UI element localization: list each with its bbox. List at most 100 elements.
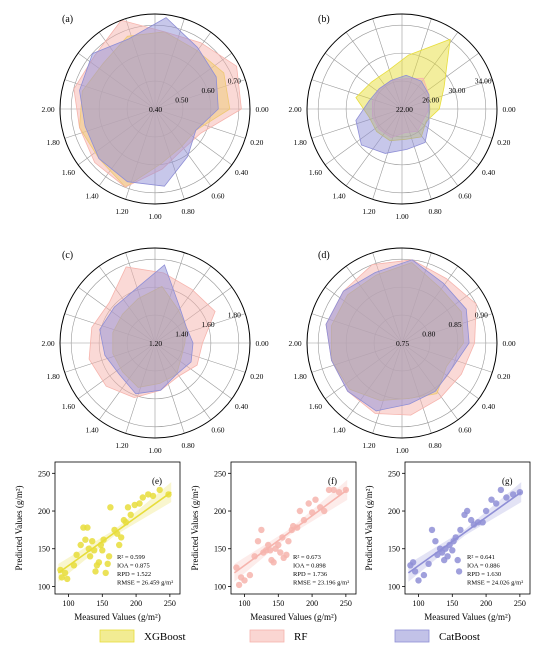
scatter-point bbox=[275, 541, 282, 549]
scatter-point bbox=[86, 553, 94, 560]
scatter-point bbox=[296, 507, 304, 515]
panel-label: (f) bbox=[328, 476, 337, 486]
scatter-point bbox=[251, 553, 258, 560]
scatter-point bbox=[455, 568, 463, 575]
legend-swatch bbox=[249, 629, 285, 643]
stat-line: R² = 0.599 bbox=[117, 554, 145, 561]
legend: XGBoost RF CatBoost bbox=[99, 629, 480, 643]
x-axis-label: Measured Values (g/m²) bbox=[424, 612, 511, 622]
scatter-point bbox=[254, 538, 262, 545]
radar-series-catboost bbox=[355, 74, 430, 154]
scatter-point bbox=[233, 564, 240, 571]
y-tick-label: 200 bbox=[38, 507, 50, 516]
radar-angle-label: 1.40 bbox=[86, 426, 99, 435]
stat-line: RMSE = 23.196 g/m² bbox=[293, 580, 349, 587]
radar-angle-label: 1.00 bbox=[148, 446, 161, 455]
x-tick-label: 250 bbox=[514, 599, 526, 608]
radar-ring-label: 0.85 bbox=[449, 320, 462, 329]
legend-swatch bbox=[99, 629, 135, 643]
x-tick-label: 100 bbox=[413, 599, 425, 608]
radar-angle-label: 1.40 bbox=[333, 192, 346, 201]
radar-angle-label: 0.60 bbox=[458, 426, 471, 435]
legend-label: RF bbox=[294, 631, 307, 643]
scatter-point bbox=[449, 547, 456, 554]
stat-line: RMSE = 26.459 g/m² bbox=[117, 580, 173, 587]
radar-series-catboost bbox=[325, 259, 470, 412]
radar-ring-label: 0.70 bbox=[228, 76, 241, 85]
scatter-point bbox=[77, 541, 84, 549]
x-tick-label: 200 bbox=[480, 599, 492, 608]
radar-angle-label: 1.60 bbox=[309, 168, 322, 177]
radar-panel: 0.00 0.20 0.40 0.60 0.80 1.00 1.20 1.40 1.60 1.80… bbox=[288, 13, 516, 221]
radar-panel: 0.00 0.20 0.40 0.60 0.80 1.00 1.20 1.40 1.60 1.80… bbox=[41, 13, 269, 221]
scatter-point bbox=[235, 581, 243, 589]
radar-angle-label: 2.00 bbox=[288, 339, 301, 348]
scatter-point bbox=[444, 553, 451, 560]
scatter-point bbox=[428, 526, 436, 534]
x-axis-label: Measured Values (g/m²) bbox=[74, 612, 161, 622]
scatter-point bbox=[446, 541, 453, 549]
radar-panel: 0.00 0.20 0.40 0.60 0.80 1.00 1.20 1.40 1.60 1.80… bbox=[41, 247, 269, 455]
scatter-point bbox=[330, 486, 337, 494]
radar-angle-label: 2.00 bbox=[288, 105, 301, 114]
stat-line: RPD = 1.736 bbox=[293, 571, 328, 578]
radar-angle-label: 2.00 bbox=[41, 339, 54, 348]
x-tick-label: 150 bbox=[446, 599, 458, 608]
scatter-point bbox=[425, 560, 432, 567]
radar-angle-label: 1.20 bbox=[362, 441, 375, 450]
panel-label: (d) bbox=[318, 250, 330, 261]
radar-ring-label: 0.80 bbox=[422, 329, 435, 338]
radar-angle-label: 1.60 bbox=[62, 168, 75, 177]
radar-angle-label: 1.40 bbox=[86, 192, 99, 201]
radar-ring-label: 1.60 bbox=[202, 320, 215, 329]
scatter-point bbox=[61, 569, 69, 577]
scatter-point bbox=[321, 507, 328, 515]
fit-line bbox=[407, 491, 522, 574]
y-axis-label: Predicted Values (g/m²) bbox=[14, 485, 24, 570]
radar-ring-label: 30.00 bbox=[449, 86, 466, 95]
stat-line: IOA = 0.886 bbox=[467, 563, 500, 570]
y-tick-label: 250 bbox=[214, 469, 226, 478]
scatter-point bbox=[277, 549, 284, 556]
y-axis-label: Predicted Values (g/m²) bbox=[190, 485, 200, 570]
scatter-point bbox=[131, 501, 138, 509]
plot-frame bbox=[54, 461, 181, 595]
scatter-point bbox=[136, 500, 143, 507]
scatter-point bbox=[102, 569, 109, 577]
scatter-point bbox=[432, 538, 439, 545]
scatter-point bbox=[409, 559, 417, 566]
y-axis-label: Predicted Values (g/m²) bbox=[364, 485, 374, 570]
scatter-point bbox=[107, 504, 114, 511]
scatter-point bbox=[145, 491, 152, 498]
y-tick-label: 200 bbox=[214, 507, 226, 516]
radar-ring-label: 0.60 bbox=[202, 86, 215, 95]
scatter-point bbox=[488, 496, 495, 503]
radar-series-catboost bbox=[99, 264, 194, 395]
radar-angle-label: 1.60 bbox=[62, 402, 75, 411]
scatter-point bbox=[57, 566, 64, 574]
y-tick-label: 150 bbox=[388, 545, 400, 554]
scatter-point bbox=[58, 574, 65, 581]
radar-ring bbox=[317, 258, 487, 428]
x-tick-label: 150 bbox=[96, 599, 108, 608]
y-tick-label: 100 bbox=[214, 582, 226, 591]
radar-outer-ring bbox=[306, 247, 498, 439]
radar-angle-label: 1.20 bbox=[115, 207, 128, 216]
radar-angle-label: 0.40 bbox=[482, 168, 495, 177]
scatter-point bbox=[420, 571, 428, 579]
scatter-point bbox=[118, 534, 125, 541]
y-tick-label: 200 bbox=[388, 507, 400, 516]
scatter-point bbox=[454, 556, 461, 564]
scatter-point bbox=[270, 559, 277, 566]
radar-angle-label: 0.20 bbox=[250, 138, 263, 147]
x-tick-label: 250 bbox=[340, 599, 352, 608]
y-tick-label: 100 bbox=[388, 582, 400, 591]
scatter-point bbox=[241, 577, 248, 584]
scatter-point bbox=[82, 536, 89, 543]
legend-label: XGBoost bbox=[144, 631, 186, 643]
radar-angle-label: 1.80 bbox=[294, 372, 307, 381]
radar-angle-label: 1.80 bbox=[294, 138, 307, 147]
radar-angle-label: 0.40 bbox=[482, 402, 495, 411]
